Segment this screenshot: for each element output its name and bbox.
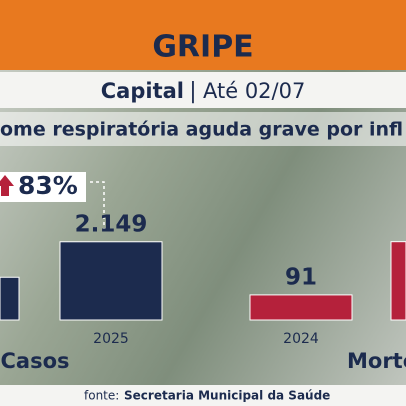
value-label: 2.149: [75, 211, 148, 237]
subtitle-band: [0, 72, 406, 108]
bar: [59, 241, 163, 321]
group-label: Morte: [347, 349, 406, 373]
up-arrow: [0, 175, 14, 196]
separator: |: [189, 79, 196, 104]
bar: [249, 294, 353, 321]
value-label: 91: [285, 264, 317, 290]
x-tick-label: 2025: [93, 331, 129, 347]
source-band: [0, 385, 406, 406]
annotation-box: [0, 172, 86, 202]
region: Capital: [101, 79, 184, 103]
x-tick-label: 2024: [283, 331, 319, 347]
annotation: 83%: [18, 171, 78, 200]
bracket: [90, 181, 105, 232]
heading-band: [0, 112, 406, 146]
title-band: [0, 0, 406, 70]
bar: [390, 241, 406, 321]
bar: [0, 276, 20, 321]
title: GRIPE: [152, 30, 253, 65]
source-name: Secretaria Municipal da Saúde: [124, 389, 330, 403]
source-prefix: fonte:: [84, 389, 119, 403]
period: Até 02/07: [203, 79, 305, 103]
heading: ome respiratória aguda grave por infl: [0, 119, 403, 141]
group-label: Casos: [0, 349, 69, 373]
